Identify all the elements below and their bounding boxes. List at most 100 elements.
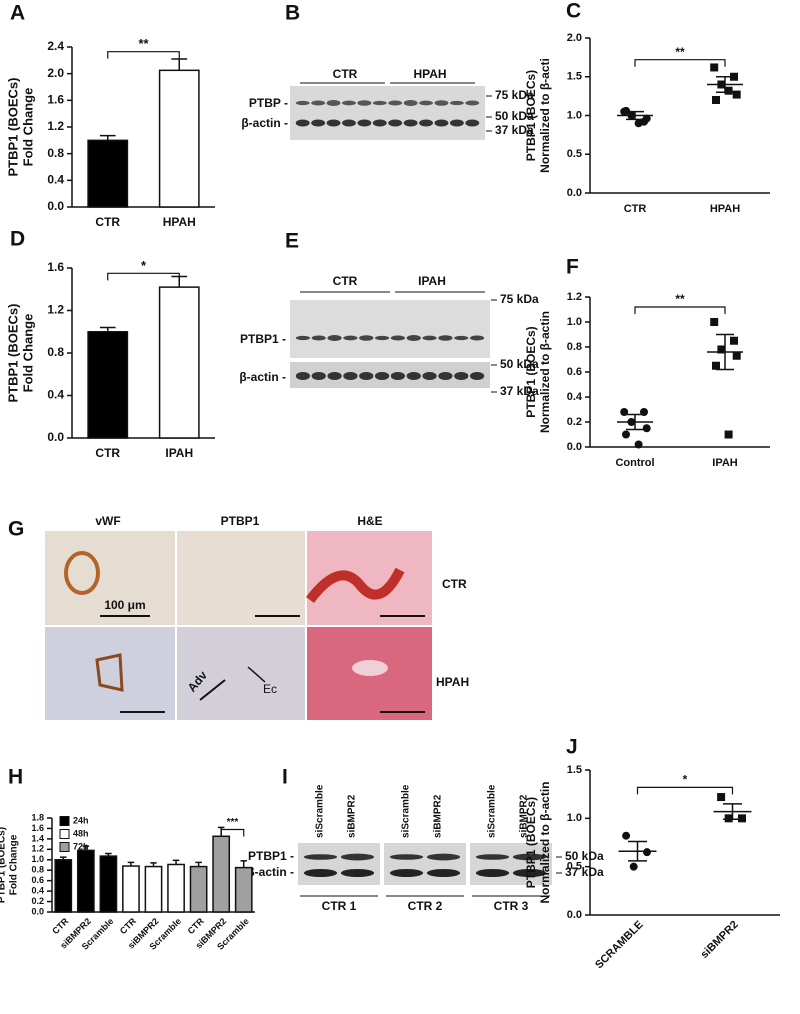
blot-i: I siScramble siBMPR2 siScramble siBMPR2 … bbox=[247, 766, 604, 914]
data-point bbox=[732, 90, 741, 99]
y-tick-label: 1.2 bbox=[567, 291, 582, 303]
legend-swatch bbox=[59, 842, 70, 852]
vessel bbox=[64, 551, 100, 595]
x-tick-label: siBMPR2 bbox=[698, 919, 740, 961]
blot-b: B CTR HPAH PTBP - β-actin - 75 kDa 50 kD… bbox=[241, 2, 534, 140]
y-tick-label: 0.8 bbox=[31, 865, 44, 875]
x-tick-label: CTR bbox=[95, 215, 120, 229]
bar bbox=[122, 865, 140, 913]
y-tick-label: 1.0 bbox=[567, 109, 582, 121]
panel-letter: E bbox=[285, 230, 299, 253]
column-label: PTBP1 bbox=[221, 514, 260, 528]
bar bbox=[87, 331, 129, 439]
significance-bracket bbox=[107, 51, 180, 59]
lane-label: siBMPR2 bbox=[519, 794, 530, 838]
x-tick-label: HPAH bbox=[163, 215, 196, 229]
y-tick-label: 1.8 bbox=[31, 812, 44, 822]
y-tick-label: 0.2 bbox=[567, 416, 582, 428]
blot-membrane bbox=[384, 843, 466, 885]
group-label: CTR 3 bbox=[494, 899, 529, 913]
blot-band bbox=[512, 853, 547, 861]
y-tick-label: 0.0 bbox=[47, 430, 64, 444]
y-axis-label: Fold Change bbox=[20, 88, 35, 167]
blot-band bbox=[340, 853, 375, 861]
blot-band bbox=[419, 100, 433, 106]
y-tick-label: 0.6 bbox=[567, 366, 582, 378]
blot-band bbox=[454, 372, 469, 380]
legend-swatch bbox=[59, 816, 70, 826]
arrow bbox=[247, 666, 266, 683]
y-tick-label: 1.2 bbox=[47, 119, 64, 133]
marker-label: 37 kDa bbox=[500, 384, 539, 398]
blot-band bbox=[449, 100, 464, 106]
data-point bbox=[622, 831, 631, 840]
y-tick-label: 2.0 bbox=[47, 66, 64, 80]
bar bbox=[167, 863, 185, 913]
blot-band bbox=[449, 119, 464, 127]
blot-band bbox=[295, 100, 310, 106]
blot-band bbox=[465, 119, 480, 127]
y-tick-label: 1.2 bbox=[31, 844, 44, 854]
significance-bracket bbox=[107, 272, 180, 281]
y-tick-label: 0.0 bbox=[47, 199, 64, 213]
blot-band bbox=[512, 869, 547, 877]
data-point bbox=[732, 351, 741, 360]
blot-band bbox=[388, 100, 403, 106]
data-point bbox=[643, 848, 651, 857]
x-tick-label: CTR bbox=[624, 203, 647, 215]
panel-letter: I bbox=[282, 766, 288, 789]
y-tick-label: 0.6 bbox=[31, 875, 44, 885]
blot-band bbox=[303, 854, 338, 860]
y-tick-label: 1.6 bbox=[47, 93, 64, 107]
panel-letter: J bbox=[566, 736, 578, 759]
bar bbox=[144, 865, 163, 913]
y-tick-label: 2.0 bbox=[567, 32, 582, 44]
significance-label: * bbox=[141, 258, 147, 273]
blot-band bbox=[422, 335, 437, 341]
y-axis-label: PTBP1 (BOECs) bbox=[5, 78, 20, 177]
column-label: H&E bbox=[357, 514, 382, 528]
marker-label: 50 kDa bbox=[495, 109, 534, 123]
blot-band bbox=[343, 335, 358, 341]
group-label: CTR bbox=[333, 274, 358, 288]
row-label: HPAH bbox=[436, 675, 469, 689]
blot-band bbox=[372, 119, 387, 127]
y-tick-label: 1.2 bbox=[47, 303, 64, 317]
x-tick-label: CTR bbox=[95, 446, 120, 460]
blot-band bbox=[469, 335, 485, 341]
y-tick-label: 0.8 bbox=[47, 345, 64, 359]
lumen bbox=[352, 660, 388, 676]
blot-band bbox=[311, 335, 326, 341]
y-tick-label: 1.0 bbox=[567, 316, 582, 328]
tissue bbox=[306, 567, 405, 604]
panel-letter: G bbox=[8, 518, 24, 541]
blot-band bbox=[311, 372, 326, 380]
y-tick-label: 1.5 bbox=[567, 71, 582, 83]
data-point bbox=[634, 119, 643, 128]
data-point bbox=[712, 96, 720, 104]
micrograph bbox=[177, 627, 305, 720]
y-tick-label: 0.8 bbox=[567, 341, 582, 353]
y-tick-label: 0.4 bbox=[47, 173, 64, 187]
row-label: PTBP1 - bbox=[240, 332, 286, 346]
lane-label: siBMPR2 bbox=[347, 794, 358, 838]
row-label: PTBP - bbox=[249, 96, 288, 110]
data-point bbox=[622, 106, 630, 115]
bar bbox=[99, 855, 118, 913]
blot-band bbox=[311, 119, 326, 127]
data-point bbox=[724, 86, 733, 95]
arrow bbox=[199, 679, 226, 701]
blot-band bbox=[426, 853, 461, 861]
blot-band bbox=[403, 119, 418, 127]
data-point bbox=[717, 345, 726, 354]
lane-label: siScramble bbox=[487, 784, 498, 838]
marker-label: 37 kDa bbox=[495, 123, 534, 137]
significance-label: *** bbox=[227, 817, 239, 828]
y-tick-label: 0.0 bbox=[31, 906, 44, 916]
significance-label: ** bbox=[675, 45, 685, 59]
significance-bracket bbox=[636, 786, 734, 795]
blot-band bbox=[406, 335, 421, 341]
data-point bbox=[642, 424, 651, 433]
y-tick-label: 0.0 bbox=[567, 909, 582, 921]
y-axis-label: Fold Change bbox=[9, 834, 20, 895]
